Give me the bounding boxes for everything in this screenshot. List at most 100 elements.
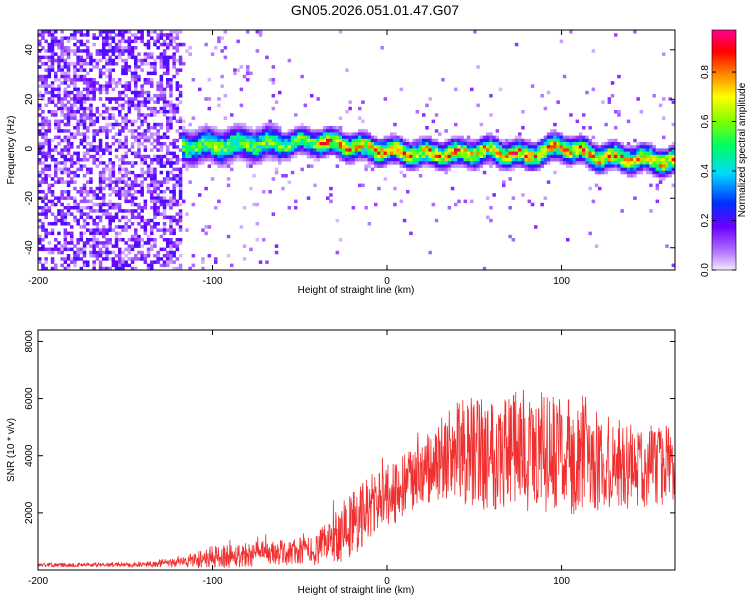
spectrogram-cell <box>47 148 52 152</box>
spectrogram-cell <box>175 180 180 184</box>
spectrogram-cell <box>156 222 160 226</box>
spectrogram-cell <box>66 110 71 114</box>
spectrogram-cell <box>166 126 170 130</box>
spectrogram-cell <box>390 142 394 146</box>
spectrogram-cell <box>572 138 576 143</box>
spectrogram-cell <box>166 78 170 82</box>
spectrogram-cell <box>441 164 445 168</box>
spectrogram-cell <box>175 138 180 143</box>
spectrogram-cell <box>153 209 157 213</box>
spectrogram-cell <box>73 71 77 76</box>
spectrogram-cell <box>338 145 343 149</box>
spectrogram-cell <box>233 158 237 162</box>
spectrogram-cell <box>41 110 45 114</box>
spectrogram-cell <box>297 138 301 143</box>
spectrogram-cell <box>598 158 602 162</box>
spectrogram-cell <box>102 177 106 181</box>
spectrogram-cell <box>198 138 202 143</box>
spectrogram-cell <box>601 161 605 165</box>
spectrogram-cell <box>422 148 426 152</box>
spectrogram-cell <box>134 266 138 270</box>
spectrogram-cell <box>76 151 80 156</box>
spectrogram-cell <box>428 158 432 162</box>
spectrogram-cell <box>114 122 119 127</box>
spectrogram-cell <box>105 270 109 274</box>
spectrogram-cell <box>367 154 372 159</box>
spectrogram-cell <box>502 151 506 156</box>
colorbar-gradient <box>711 29 737 271</box>
spectrogram-cell <box>92 193 96 197</box>
spectrogram-cell <box>105 247 109 252</box>
spectrogram-cell <box>258 151 263 156</box>
spectrogram-cell <box>57 135 61 140</box>
spectrogram-cell <box>156 186 160 191</box>
spectrogram-cell <box>95 186 100 191</box>
spectrogram-cell <box>201 126 205 130</box>
spectrogram-cell <box>127 161 132 165</box>
spectrogram-cell <box>236 39 240 44</box>
spectrogram-cell <box>82 62 87 66</box>
spectrogram-cell <box>127 119 132 124</box>
spectrogram-cell <box>447 158 452 162</box>
spectrogram-cell <box>47 183 52 188</box>
spectrogram-cell <box>306 129 311 133</box>
spectrogram-cell <box>662 164 666 168</box>
spectrogram-cell <box>639 151 644 156</box>
spectrogram-cell <box>502 145 506 149</box>
spectrogram-cell <box>73 186 77 191</box>
spectrogram-cell <box>374 161 378 165</box>
spectrogram-cell <box>262 154 266 159</box>
spectrogram-cell <box>108 170 112 175</box>
spectrogram-cell <box>588 161 592 165</box>
spectrogram-cell <box>156 196 160 200</box>
spectrogram-cell <box>73 263 77 268</box>
spectrogram-cell <box>92 154 96 159</box>
spectrogram-cell <box>95 250 100 255</box>
spectrogram-cell <box>258 148 263 152</box>
spectrogram-cell <box>44 174 48 178</box>
spectrogram-cell <box>338 135 343 140</box>
spectrogram-cell <box>508 148 512 152</box>
spectrogram-cell <box>191 145 196 149</box>
spectrogram-cell <box>377 161 381 165</box>
spectrogram-cell <box>95 62 100 66</box>
spectrogram-cell <box>98 138 103 143</box>
spectrogram-cell <box>345 132 349 136</box>
spectrogram-cell <box>66 190 71 194</box>
spectrogram-cell <box>265 138 269 143</box>
spectrogram-cell <box>351 151 356 156</box>
spectrogram-cell <box>44 257 48 261</box>
spectrogram-cell <box>249 247 253 252</box>
spectrogram-cell <box>137 138 141 143</box>
spectrogram-cell <box>73 68 77 72</box>
spectrogram-cell <box>70 241 74 245</box>
spectrogram-cell <box>185 154 189 159</box>
spectrogram-cell <box>473 30 477 34</box>
spectrogram-cell <box>143 154 148 159</box>
spectrogram-cell <box>108 225 112 229</box>
spectrogram-cell <box>642 167 647 172</box>
spectrogram-cell <box>425 145 429 149</box>
spectrogram-cell <box>82 74 87 79</box>
spectrogram-cell <box>121 193 125 197</box>
spectrogram-cell <box>146 174 151 178</box>
spectrogram-cell <box>575 158 580 162</box>
spectrogram-cell <box>124 228 128 232</box>
spectrogram-cell <box>60 154 64 159</box>
spectrogram-cell <box>175 36 180 40</box>
spectrogram-cell <box>662 170 666 175</box>
spectrogram-cell <box>41 167 45 172</box>
spectrogram-cell <box>76 250 80 255</box>
spectrogram-cell <box>172 218 176 223</box>
spectrogram-cell <box>124 161 128 165</box>
spectrogram-cell <box>617 158 621 162</box>
spectrogram-cell <box>502 167 506 172</box>
spectrogram-cell <box>492 161 496 165</box>
spectrogram-cell <box>169 151 173 156</box>
spectrogram-cell <box>175 87 180 92</box>
spectrogram-cell <box>454 135 458 140</box>
spectrogram-cell <box>364 129 368 133</box>
spectrogram-cell <box>57 55 61 60</box>
spectrogram-cell <box>511 145 516 149</box>
spectrogram-cell <box>92 33 96 37</box>
